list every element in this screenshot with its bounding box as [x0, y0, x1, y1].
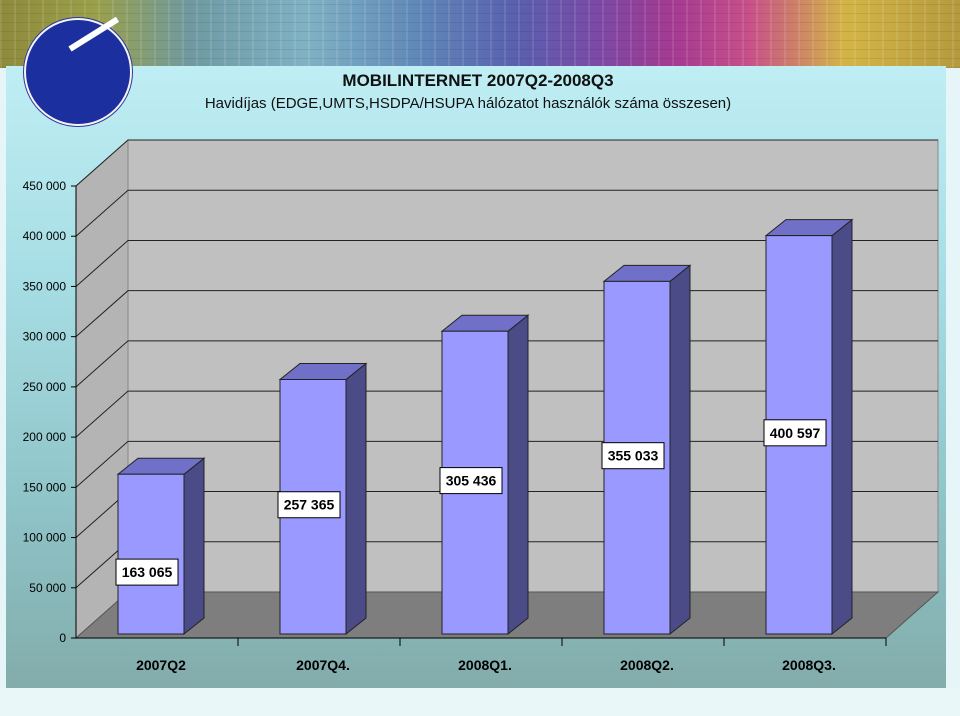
bar-side [345, 362, 367, 636]
data-label-box [277, 491, 341, 519]
chart-subtitle: Havidíjas (EDGE,UMTS,HSDPA/HSUPA hálózat… [205, 95, 731, 112]
bottom-strip [0, 688, 960, 716]
y-tick-label: 350 000 [23, 279, 67, 293]
bar-side [669, 264, 691, 636]
y-tick-label: 150 000 [23, 480, 67, 494]
y-tick-label: 100 000 [23, 531, 67, 545]
plot-area: 0 50 000 100 000 150 000 200 000 250 000 300 0… [23, 138, 940, 673]
x-tick-label: 2007Q4. [296, 657, 350, 673]
y-tick-label: 300 000 [23, 330, 67, 344]
x-tick-label: 2008Q3. [782, 657, 836, 673]
logo-icon [24, 18, 132, 126]
header-banner [0, 0, 960, 68]
bar-side [183, 457, 205, 636]
data-label: 400 597 [770, 425, 821, 441]
gridline [75, 139, 938, 187]
y-tick-label: 400 000 [23, 229, 67, 243]
data-label-box [115, 558, 179, 586]
data-label: 257 365 [284, 497, 335, 513]
y-tick-label: 0 [59, 631, 66, 645]
data-label: 163 065 [122, 564, 173, 580]
bar [117, 473, 185, 635]
bar-side [507, 314, 529, 636]
bar-side [831, 218, 853, 636]
x-tick-label: 2007Q2 [136, 657, 186, 673]
data-label-box [763, 419, 827, 447]
x-tick-label: 2008Q1. [458, 657, 512, 673]
chart-title: MOBILINTERNET 2007Q2-2008Q3 [342, 71, 613, 90]
y-tick-label: 250 000 [23, 380, 67, 394]
y-tick-label: 50 000 [29, 581, 66, 595]
x-tick-label: 2008Q2. [620, 657, 674, 673]
gridline [75, 189, 938, 237]
data-label-box [439, 467, 503, 495]
data-label: 355 033 [608, 448, 659, 464]
banner-pattern [0, 0, 960, 68]
data-label-box [601, 442, 665, 470]
gridline [75, 239, 938, 287]
data-label: 305 436 [446, 473, 497, 489]
y-tick-label: 200 000 [23, 430, 67, 444]
y-tick-label: 450 000 [23, 179, 67, 193]
